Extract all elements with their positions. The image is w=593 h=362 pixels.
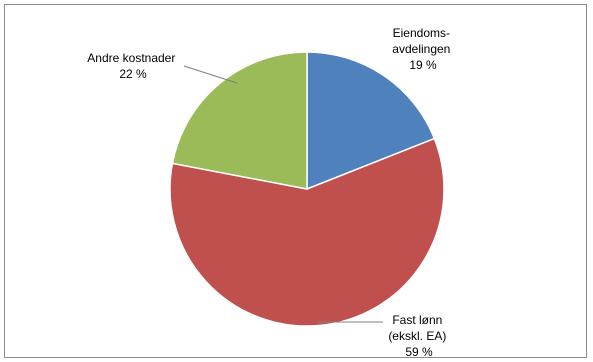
data-labels: Eiendoms- avdelingen 19 % Fast lønn (eks… — [87, 26, 453, 359]
leader-line-andre-kostnader — [183, 65, 238, 84]
slice-andre-kostnader — [171, 51, 308, 190]
pie-slices — [169, 51, 445, 327]
slice-label-andre-kostnader: Andre kostnader 22 % — [87, 51, 178, 81]
slice-label-eiendomsavdelingen: Eiendoms- avdelingen 19 % — [392, 26, 453, 72]
slice-fast-lonn — [169, 137, 445, 327]
slice-eiendomsavdelingen — [306, 51, 436, 191]
leader-lines — [183, 65, 383, 323]
slice-label-fast-lonn: Fast lønn (ekskl. EA) 59 % — [388, 313, 449, 359]
